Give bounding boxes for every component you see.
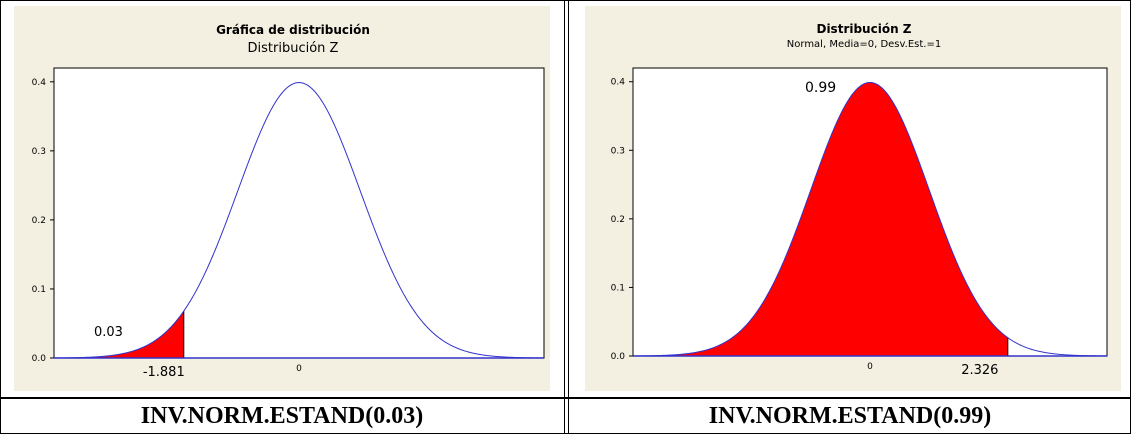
right-chart: Distribución Z Normal, Media=0, Desv.Est.… [611,22,1108,378]
column-divider-a [564,0,565,434]
left-chart: Gráfica de distribución Distribución Z 0.0… [32,23,545,380]
right-chart-panel: Distribución Z Normal, Media=0, Desv.Est.… [585,6,1121,391]
area-label: 0.99 [805,80,836,96]
y-tick-label: 0.4 [32,78,47,88]
row-divider [0,397,1131,399]
left-caption: INV.NORM.ESTAND(0.03) [140,402,424,429]
chart-title: Gráfica de distribución [216,23,370,37]
density-curve [632,81,1108,357]
y-tick-label: 0.4 [611,78,626,88]
left-chart-panel: Gráfica de distribución Distribución Z 0.0… [14,6,550,391]
y-tick-label: 0.0 [32,354,47,364]
y-tick-label: 0.2 [32,216,46,226]
y-tick-label: 0.3 [611,146,625,156]
x-tick-label: 0 [867,362,873,372]
column-divider-b [568,0,569,434]
plot-area [53,67,545,359]
right-caption: INV.NORM.ESTAND(0.99) [708,402,992,429]
x-tick-label: 0 [296,364,302,374]
shaded-area [54,311,184,358]
chart-subtitle: Distribución Z [248,41,339,56]
y-tick-label: 0.2 [611,215,625,225]
area-label: 0.03 [94,325,123,340]
cutoff-label: 2.326 [961,363,998,378]
y-tick-label: 0.1 [32,285,46,295]
chart-title: Distribución Z [816,22,911,36]
cutoff-label: -1.881 [143,365,185,380]
density-curve [53,82,545,359]
shaded-area [633,82,1008,356]
chart-subtitle: Normal, Media=0, Desv.Est.=1 [787,39,941,50]
y-tick-label: 0.3 [32,147,46,157]
y-tick-label: 0.0 [611,352,626,362]
y-tick-label: 0.1 [611,283,625,293]
